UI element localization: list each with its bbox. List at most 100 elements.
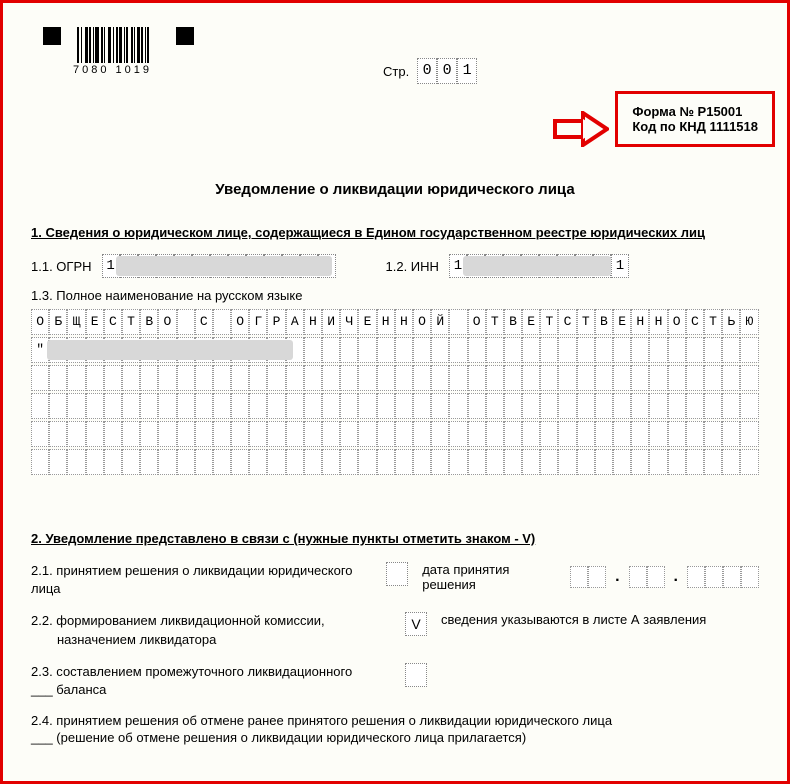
name-cell: В: [504, 309, 522, 335]
name-cell: [104, 393, 122, 419]
name-cell: [86, 393, 104, 419]
name-cell: [558, 337, 576, 363]
name-cell: [395, 365, 413, 391]
name-cell: Т: [486, 309, 504, 335]
name-cell: [249, 421, 267, 447]
name-cell: [340, 449, 358, 475]
name-cell: [177, 365, 195, 391]
name-cell: [740, 421, 758, 447]
name-cell: Н: [631, 309, 649, 335]
marker-square-right: [176, 27, 194, 45]
name-cell: [322, 337, 340, 363]
name-cell: [668, 337, 686, 363]
name-cell: [358, 421, 376, 447]
name-cell: [468, 393, 486, 419]
name-cell: [213, 309, 231, 335]
item-2-2-line2: назначением ликвидатора: [31, 631, 391, 649]
name-cell: Е: [358, 309, 376, 335]
name-cell: [668, 449, 686, 475]
name-cell: [704, 393, 722, 419]
name-cell: Н: [395, 309, 413, 335]
name-cell: [213, 421, 231, 447]
name-cell: [231, 421, 249, 447]
name-cell: [740, 365, 758, 391]
item-2-2-line1: 2.2. формированием ликвидационной комисс…: [31, 612, 391, 630]
name-cell: [340, 365, 358, 391]
name-cell: С: [558, 309, 576, 335]
name-cell: С: [195, 309, 213, 335]
name-cell: [267, 449, 285, 475]
name-cell: [504, 337, 522, 363]
name-cell: О: [468, 309, 486, 335]
name-cell: [558, 449, 576, 475]
name-cell: [649, 393, 667, 419]
name-cell: В: [140, 309, 158, 335]
name-cell: [213, 365, 231, 391]
name-cell: [431, 421, 449, 447]
name-cell: [649, 337, 667, 363]
name-cell: [613, 365, 631, 391]
name-cell: В: [595, 309, 613, 335]
name-cell: [504, 365, 522, 391]
name-cell: [304, 449, 322, 475]
name-cell: [631, 421, 649, 447]
name-cell: [104, 421, 122, 447]
name-cell: [395, 449, 413, 475]
name-cell: [468, 337, 486, 363]
item-2-1-label: 2.1. принятием решения о ликвидации юрид…: [31, 562, 372, 598]
name-row: [31, 365, 759, 391]
name-cell: [595, 421, 613, 447]
inn-redacted: [463, 256, 611, 276]
inn-cells: 1 1: [449, 254, 629, 278]
name-cell: [686, 421, 704, 447]
name-cell: [249, 393, 267, 419]
inn-cell: 1: [611, 254, 629, 278]
name-cell: [31, 421, 49, 447]
name-cell: [613, 337, 631, 363]
name-cell: [504, 393, 522, 419]
name-cell: [67, 393, 85, 419]
name-cell: [195, 393, 213, 419]
name-cell: [86, 449, 104, 475]
name-cell: [558, 365, 576, 391]
name-row: ОБЩЕСТВО С ОГРАНИЧЕННОЙ ОТВЕТСТВЕННОСТЬЮ: [31, 309, 759, 335]
name-cell: [558, 421, 576, 447]
name-cell: [231, 393, 249, 419]
name-cell: [358, 365, 376, 391]
name-cell: [158, 365, 176, 391]
name-cell: Т: [122, 309, 140, 335]
name-cell: [304, 337, 322, 363]
name-cell: [740, 393, 758, 419]
name-cell: [449, 337, 467, 363]
name-cell: [377, 365, 395, 391]
name-cell: [286, 393, 304, 419]
name-cell: [267, 365, 285, 391]
name-cell: [413, 337, 431, 363]
checkbox-2-3[interactable]: [405, 663, 427, 687]
name-cell: [540, 449, 558, 475]
name-cell: [449, 309, 467, 335]
name-cell: [395, 421, 413, 447]
name-cell: [522, 365, 540, 391]
name-cell: [522, 421, 540, 447]
name-cell: [468, 365, 486, 391]
name-cell: [86, 421, 104, 447]
name-cell: [449, 393, 467, 419]
name-cell: [631, 337, 649, 363]
name-cell: [177, 393, 195, 419]
ogrn-redacted: [116, 256, 332, 276]
name-cell: Б: [49, 309, 67, 335]
name-cell: [340, 337, 358, 363]
name-cell: [177, 449, 195, 475]
name-cell: [595, 393, 613, 419]
name-cell: [140, 449, 158, 475]
item-2-2: 2.2. формированием ликвидационной комисс…: [31, 612, 759, 648]
marker-square-left: [43, 27, 61, 45]
checkbox-2-2[interactable]: V: [405, 612, 427, 636]
name-cell: [304, 421, 322, 447]
highlight-arrow: [553, 111, 609, 152]
name-cell: [195, 449, 213, 475]
name-cell: [67, 365, 85, 391]
name-cell: О: [158, 309, 176, 335]
checkbox-2-1[interactable]: [386, 562, 408, 586]
